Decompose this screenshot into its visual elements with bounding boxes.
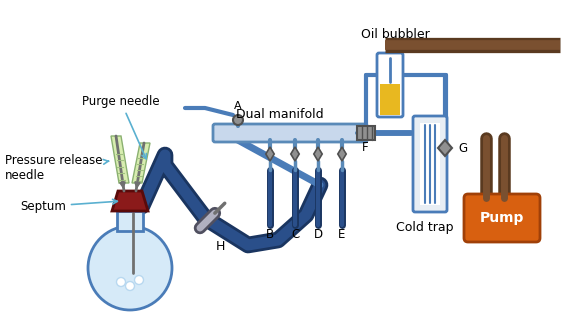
Circle shape <box>233 115 243 125</box>
Circle shape <box>116 277 125 287</box>
Polygon shape <box>314 147 322 161</box>
Text: Oil bubbler: Oil bubbler <box>361 29 429 41</box>
FancyBboxPatch shape <box>464 194 540 242</box>
Circle shape <box>125 282 134 291</box>
Polygon shape <box>291 147 299 161</box>
Text: H: H <box>215 240 225 253</box>
FancyBboxPatch shape <box>213 124 367 142</box>
Polygon shape <box>266 147 274 161</box>
Polygon shape <box>438 140 452 156</box>
Text: Cold trap: Cold trap <box>396 221 454 235</box>
Bar <box>420 123 440 205</box>
Text: E: E <box>338 229 346 241</box>
Text: Pressure release
needle: Pressure release needle <box>5 154 108 182</box>
Text: B: B <box>266 229 274 241</box>
Circle shape <box>88 226 172 310</box>
Text: F: F <box>362 141 369 154</box>
Text: Dual manifold: Dual manifold <box>236 109 324 121</box>
Polygon shape <box>112 191 148 211</box>
Polygon shape <box>111 136 129 183</box>
Text: Septum: Septum <box>20 199 117 213</box>
Text: Pump: Pump <box>480 211 524 225</box>
FancyBboxPatch shape <box>413 116 447 212</box>
Bar <box>380 84 400 115</box>
Text: D: D <box>314 229 323 241</box>
FancyBboxPatch shape <box>377 53 403 117</box>
Text: A: A <box>234 101 242 111</box>
Polygon shape <box>132 143 150 183</box>
Circle shape <box>134 275 143 285</box>
Text: Purge needle: Purge needle <box>82 95 160 159</box>
Text: G: G <box>459 141 468 155</box>
Bar <box>117 211 143 231</box>
Bar <box>357 126 375 140</box>
Polygon shape <box>338 147 346 161</box>
Text: C: C <box>291 229 299 241</box>
